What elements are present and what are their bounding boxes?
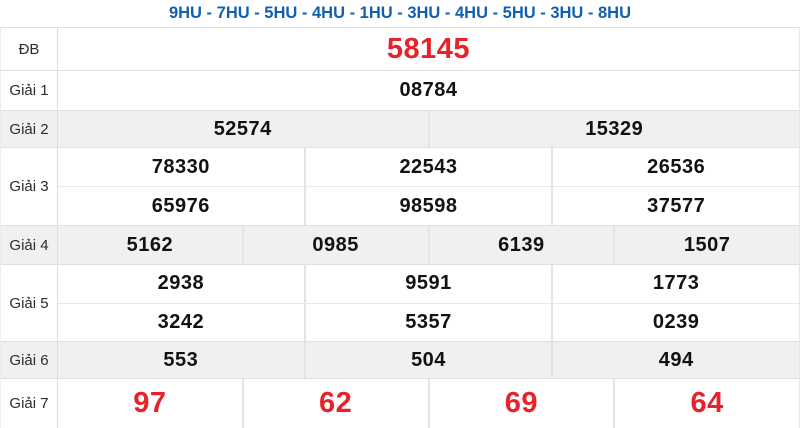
- row-db: ĐB 58145: [1, 27, 799, 70]
- prize-row-content: 97 62 69 64: [58, 379, 799, 428]
- prize-sub-row: 78330 22543 26536: [58, 148, 799, 186]
- prize-label: Giải 7: [1, 379, 58, 428]
- prize-number: 0239: [652, 310, 700, 333]
- prize-label: Giải 3: [1, 148, 58, 225]
- prize-number: 98598: [306, 187, 554, 225]
- prize-label: Giải 5: [1, 265, 58, 341]
- prize-row-content: 553 504 494: [58, 342, 799, 378]
- prize-number: 6139: [430, 226, 616, 264]
- row-giai-4: Giải 4 5162 0985 6139 1507: [1, 225, 799, 264]
- prize-row-content: 58145: [58, 28, 799, 70]
- prize-sub-row: 553 504 494: [58, 342, 799, 378]
- prize-number: 65976: [58, 187, 306, 225]
- prize-number: 22543: [306, 148, 554, 186]
- row-giai-5: Giải 5 2938 9591 1773 3242 5357 0239: [1, 264, 799, 341]
- prize-number: 494: [658, 348, 694, 371]
- prize-number: 26536: [647, 155, 706, 178]
- prize-number: 78330: [58, 148, 306, 186]
- prize-number: 52574: [58, 111, 430, 147]
- row-giai-6: Giải 6 553 504 494: [1, 341, 799, 378]
- prize-row-content: 78330 22543 26536 65976 98598 37577: [58, 148, 799, 225]
- row-giai-1: Giải 1 08784: [1, 70, 799, 110]
- prize-row-content: 08784: [58, 71, 799, 110]
- head-tail-summary: 9HU - 7HU - 5HU - 4HU - 1HU - 3HU - 4HU …: [0, 0, 800, 27]
- lottery-results-table: ĐB 58145 Giải 1 08784 Giải 2 52574 15329 Giải 3…: [0, 27, 800, 428]
- prize-number: 504: [306, 342, 554, 378]
- prize-sub-row: 97 62 69 64: [58, 379, 799, 428]
- prize-label: Giải 1: [1, 71, 58, 110]
- prize-sub-row: 3242 5357 0239: [58, 302, 799, 341]
- prize-number: 62: [244, 379, 430, 428]
- prize-number: 5357: [306, 303, 554, 341]
- prize-number: 1773: [652, 272, 700, 295]
- prize-number: 2938: [58, 265, 306, 303]
- prize-sub-row: 58145: [58, 28, 799, 70]
- prize-number: 64: [690, 387, 724, 419]
- prize-label: Giải 2: [1, 111, 58, 147]
- prize-sub-row: 52574 15329: [58, 111, 799, 147]
- prize-row-content: 5162 0985 6139 1507: [58, 226, 799, 264]
- prize-label: ĐB: [1, 28, 58, 70]
- prize-number: 553: [58, 342, 306, 378]
- prize-sub-row: 2938 9591 1773: [58, 265, 799, 303]
- prize-number: 1507: [683, 233, 731, 256]
- row-giai-7: Giải 7 97 62 69 64: [1, 378, 799, 428]
- prize-sub-row: 65976 98598 37577: [58, 186, 799, 225]
- prize-label: Giải 4: [1, 226, 58, 264]
- prize-sub-row: 08784: [58, 71, 799, 110]
- prize-number: 69: [430, 379, 616, 428]
- prize-label: Giải 6: [1, 342, 58, 378]
- prize-sub-row: 5162 0985 6139 1507: [58, 226, 799, 264]
- prize-number: 0985: [244, 226, 430, 264]
- prize-number: 5162: [58, 226, 244, 264]
- prize-number: 37577: [647, 194, 706, 217]
- prize-number: 15329: [585, 117, 644, 140]
- prize-number: 97: [58, 379, 244, 428]
- prize-number: 9591: [306, 265, 554, 303]
- row-giai-2: Giải 2 52574 15329: [1, 110, 799, 147]
- prize-number: 08784: [399, 79, 458, 101]
- prize-row-content: 2938 9591 1773 3242 5357 0239: [58, 265, 799, 341]
- row-giai-3: Giải 3 78330 22543 26536 65976 98598 37577: [1, 147, 799, 225]
- prize-number: 58145: [386, 32, 471, 65]
- prize-row-content: 52574 15329: [58, 111, 799, 147]
- prize-number: 3242: [58, 303, 306, 341]
